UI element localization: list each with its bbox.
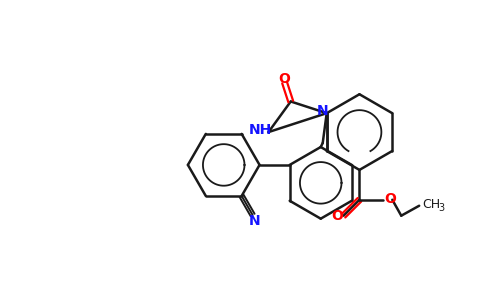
Text: N: N <box>317 104 329 118</box>
Text: CH: CH <box>422 198 440 211</box>
Text: O: O <box>279 72 290 86</box>
Text: N: N <box>249 214 260 228</box>
Text: NH: NH <box>249 123 272 137</box>
Text: O: O <box>332 209 344 223</box>
Text: 3: 3 <box>438 203 444 213</box>
Text: O: O <box>384 192 396 206</box>
